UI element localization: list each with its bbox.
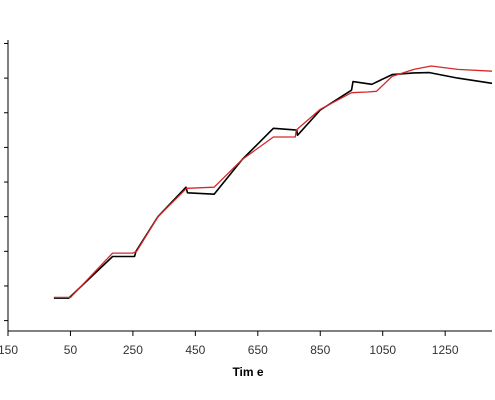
series-line-0 <box>53 71 493 299</box>
x-tick-label-3: 450 <box>185 343 205 357</box>
x-tick-label-6: 1050 <box>369 343 396 357</box>
x-tick-labels: 150 50 250 450 650 850 1050 1250 <box>0 343 459 357</box>
x-tick-label-1: 50 <box>64 343 78 357</box>
x-tick-label-7: 1250 <box>432 343 459 357</box>
x-tick-label-2: 250 <box>123 343 143 357</box>
series-line-1 <box>53 65 493 299</box>
x-tick-label-5: 850 <box>310 343 330 357</box>
x-axis-title: Tim e <box>232 365 263 379</box>
axes <box>7 40 492 332</box>
x-tick-label-4: 650 <box>248 343 268 357</box>
plot-area <box>53 65 493 299</box>
x-tick-label-0: 150 <box>0 343 18 357</box>
tick-marks <box>4 42 446 336</box>
